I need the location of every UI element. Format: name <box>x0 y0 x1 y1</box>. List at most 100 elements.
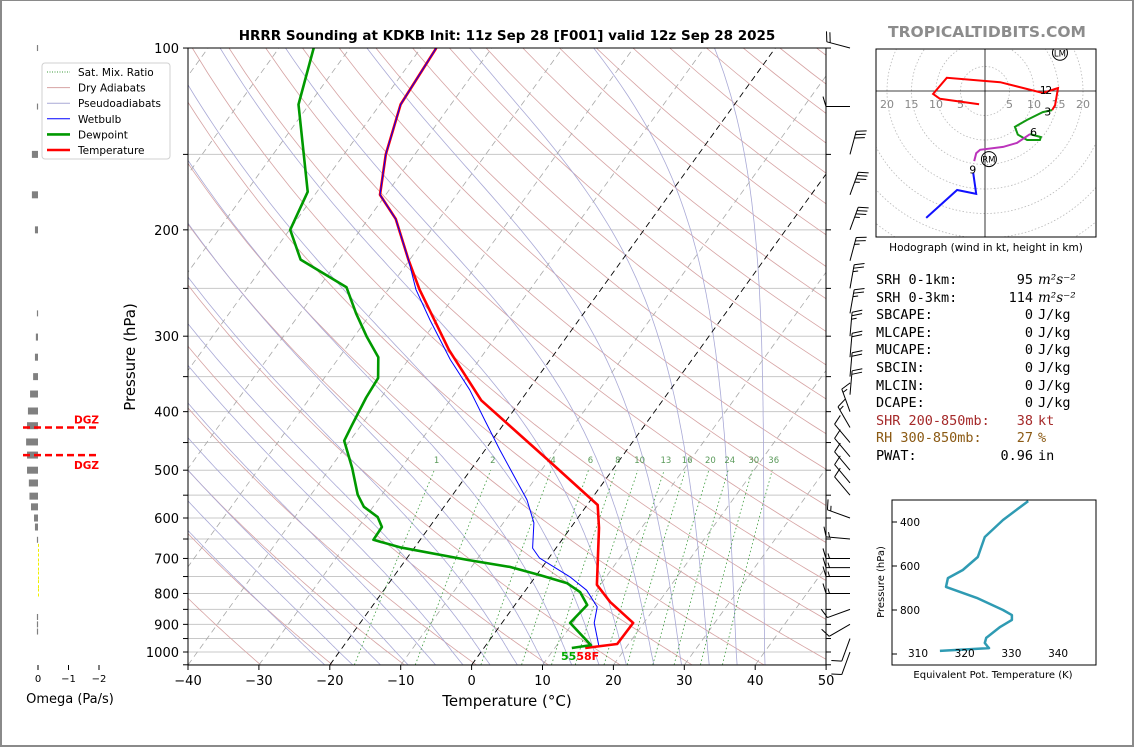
wind-barb <box>849 330 863 358</box>
parameter-label: SRH 0-1km: <box>876 272 958 288</box>
barb-feather <box>822 583 827 594</box>
dry-adiabat-line <box>188 284 621 665</box>
ring-label: 10 <box>929 98 943 111</box>
mixing-ratio-label: 13 <box>660 456 671 466</box>
parameter-label: MUCAPE: <box>876 342 933 359</box>
legend-label: Wetbulb <box>78 114 122 126</box>
barb-half-feather <box>852 295 859 298</box>
barb-feather <box>851 334 863 338</box>
mixing-ratio-label: 16 <box>682 456 693 466</box>
barb-staff <box>827 509 851 519</box>
parameter-label: SBCAPE: <box>876 307 933 324</box>
mixing-ratio-line <box>574 470 639 665</box>
barb-feather <box>837 398 846 408</box>
barb-feather <box>854 263 865 266</box>
wind-barb <box>849 309 863 337</box>
omega-bar <box>31 191 38 199</box>
mixing-ratio-line <box>673 470 729 665</box>
barb-feather <box>858 206 869 209</box>
y-tick-label: 400 <box>154 406 179 421</box>
x-tick-label: 0 <box>467 674 475 689</box>
y-tick-label: 200 <box>154 224 179 239</box>
isotherm-line <box>258 48 705 665</box>
mixing-ratio-label: 10 <box>634 456 645 466</box>
wind-barb <box>849 368 863 395</box>
surface-dewpoint-f: 55 <box>561 650 576 663</box>
height-label: 3 <box>1044 106 1051 119</box>
wind-barb <box>826 499 851 519</box>
isotherm-line <box>471 173 826 665</box>
ring-label: 10 <box>1027 98 1041 111</box>
omega-bar <box>28 479 38 487</box>
pseudoadiabat-line <box>593 48 738 665</box>
dry-adiabat-line <box>188 407 477 665</box>
parameter-row: SBCIN: 0 J/kg <box>876 360 1101 378</box>
barb-staff <box>841 651 851 675</box>
isotherm-line <box>188 48 280 175</box>
barb-staff <box>826 536 851 540</box>
pseudoadiabat-line <box>469 48 710 665</box>
dry-adiabat-line <box>338 48 826 470</box>
x-tick-label: −10 <box>387 674 414 689</box>
theta-e-panel: 310 320 330 340 400 600 800 Equivalent Pot. Tem… <box>876 499 1097 681</box>
theta-e-plot <box>939 500 1029 653</box>
x-tick-label: 50 <box>818 674 835 689</box>
barb-feather <box>851 350 863 354</box>
skewt-axes: −40 −30 −20 −10 0 10 20 30 40 50 100 200 300 400 500 60… <box>121 42 834 710</box>
dry-adiabat-line <box>522 48 826 300</box>
barb-staff <box>834 451 851 471</box>
y-tick-label: 800 <box>154 587 179 602</box>
dry-adiabat-line <box>188 162 765 665</box>
dry-adiabat-line <box>228 48 826 581</box>
pseudoadiabat-line <box>188 159 573 665</box>
parameter-row: MLCIN: 0 J/kg <box>876 378 1101 396</box>
barb-feather <box>855 178 867 180</box>
barb-staff <box>834 438 851 458</box>
wind-barbs <box>820 31 869 676</box>
wind-barb <box>849 171 869 195</box>
barb-staff <box>841 638 851 662</box>
barb-half-feather <box>827 571 830 577</box>
x-tick-label: −20 <box>316 674 343 689</box>
barb-feather <box>855 213 867 215</box>
parameter-row: SRH 0-3km: 114 m²s⁻² <box>876 290 1101 308</box>
mixing-ratio-line <box>722 470 773 665</box>
marker-circle <box>1051 49 1068 61</box>
isotherm-line <box>188 48 422 372</box>
wind-barb <box>822 557 850 569</box>
mixing-ratio-line <box>521 470 589 665</box>
barb-staff <box>834 464 851 484</box>
barb-staff <box>834 476 851 496</box>
ring-label: 5 <box>1006 98 1013 111</box>
barb-half-feather <box>852 270 859 273</box>
mixing-ratio-label: 2 <box>490 456 495 466</box>
barb-staff <box>834 423 851 443</box>
dry-adiabat-line <box>188 597 261 665</box>
legend-box <box>41 62 171 160</box>
omega-tick-label: −2 <box>92 674 107 685</box>
barb-feather <box>822 557 827 568</box>
barb-feather <box>834 455 841 465</box>
wind-barb <box>822 566 850 578</box>
barb-feather <box>853 266 864 269</box>
mixing-ratio-line <box>480 470 552 665</box>
barb-staff <box>827 608 851 619</box>
storm-motion-marker: LM <box>1051 49 1068 61</box>
height-label: 6 <box>1030 126 1037 139</box>
barb-staff <box>849 237 857 261</box>
wind-barb <box>826 31 851 49</box>
theta-e-x-tick-label: 330 <box>1001 648 1021 660</box>
parameter-row: DCAPE: 0 J/kg <box>876 395 1101 413</box>
wind-barb <box>834 429 851 458</box>
theta-e-y-tick-label: 600 <box>900 561 920 573</box>
dry-adiabat-line <box>412 48 826 400</box>
dry-adiabat-line <box>188 223 693 665</box>
hodograph-segment <box>1013 109 1053 141</box>
parameter-unit: J/kg <box>1038 377 1071 394</box>
parameter-unit: % <box>1038 430 1047 447</box>
watermark: TROPICALTIDBITS.COM <box>888 23 1086 41</box>
parameter-label: SHR 200-850mb: <box>876 412 990 429</box>
mixing-ratio-label: 30 <box>748 456 759 466</box>
